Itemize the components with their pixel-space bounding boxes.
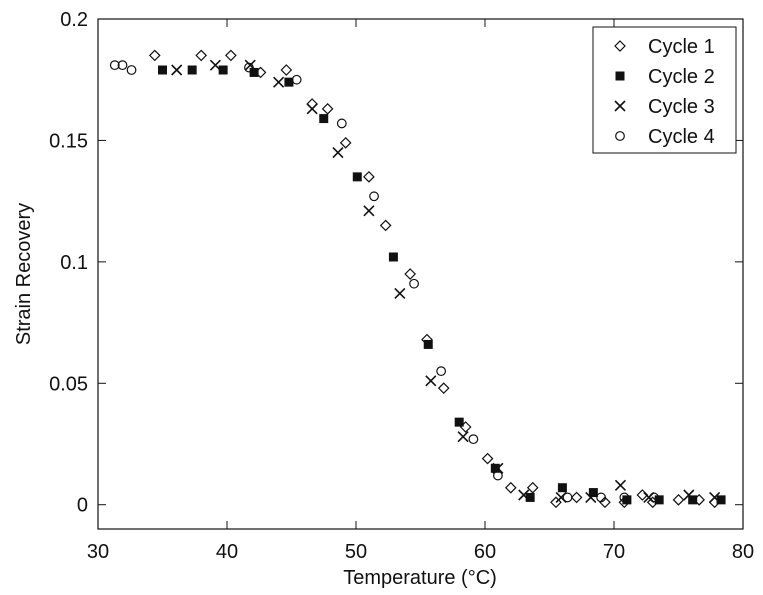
- legend-label: Cycle 4: [648, 126, 715, 148]
- legend-item-cycle-1: Cycle 1: [614, 36, 715, 58]
- data-point-cycle-3: [614, 479, 627, 491]
- data-point-cycle-4: [493, 470, 503, 481]
- data-point-cycle-3: [585, 491, 597, 503]
- data-point-cycle-1: [148, 49, 161, 62]
- data-point-cycle-2: [525, 492, 535, 502]
- data-point-cycle-1: [363, 171, 375, 183]
- data-point-cycle-2: [218, 65, 228, 75]
- data-point-cycle-3: [363, 205, 375, 217]
- data-point-cycle-1: [481, 452, 494, 465]
- data-point-cycle-4: [468, 434, 479, 445]
- data-point-cycle-2: [158, 65, 167, 75]
- data-point-cycle-2: [319, 114, 329, 124]
- data-point-cycle-3: [492, 462, 504, 474]
- data-point-cycle-4: [244, 62, 254, 73]
- x-tick-label: 60: [474, 541, 496, 563]
- data-point-cycle-4: [126, 65, 137, 75]
- data-points: [109, 49, 726, 509]
- data-point-cycle-4: [596, 492, 606, 503]
- legend-item-cycle-3: Cycle 3: [614, 96, 715, 118]
- data-point-cycle-1: [526, 481, 539, 494]
- x-tick-label: 80: [732, 541, 754, 563]
- data-point-cycle-3: [209, 59, 221, 71]
- data-point-cycle-2: [284, 77, 294, 87]
- data-point-cycle-2: [588, 488, 598, 498]
- series-cycle-3: [171, 59, 721, 503]
- data-point-cycle-1: [599, 496, 611, 509]
- data-point-cycle-1: [570, 491, 583, 504]
- y-axis-label: Strain Recovery: [13, 203, 35, 345]
- data-point-cycle-3: [394, 287, 406, 299]
- data-point-cycle-4: [109, 60, 120, 71]
- legend-label: Cycle 3: [648, 96, 715, 118]
- x-tick-label: 50: [345, 541, 367, 563]
- data-point-cycle-1: [550, 496, 562, 509]
- axis-ticks: [97, 18, 744, 529]
- axis-tick-labels: 30 40 50 60 70 80 0 0.05 0.1 0.15 0.2: [49, 9, 754, 563]
- y-tick-label: 0.15: [49, 130, 88, 152]
- series-cycle-4: [109, 60, 659, 503]
- data-point-cycle-3: [425, 375, 437, 387]
- data-point-cycle-3: [709, 491, 721, 503]
- data-point-cycle-4: [409, 278, 419, 289]
- legend-item-cycle-2: Cycle 2: [615, 66, 715, 88]
- data-point-cycle-3: [273, 76, 285, 88]
- data-point-cycle-2: [490, 463, 500, 473]
- data-point-cycle-1: [504, 481, 517, 494]
- data-point-cycle-2: [388, 252, 398, 262]
- data-point-cycle-4: [117, 60, 128, 71]
- data-point-cycle-4: [619, 492, 630, 503]
- x-tick-label: 40: [216, 541, 238, 563]
- data-point-cycle-1: [225, 49, 237, 62]
- data-point-cycle-4: [649, 492, 659, 503]
- data-point-cycle-1: [321, 103, 334, 115]
- data-point-cycle-4: [369, 191, 379, 202]
- legend-label: Cycle 2: [648, 66, 715, 88]
- y-tick-label: 0: [77, 495, 88, 517]
- legend-marker-diamond: [614, 40, 626, 52]
- data-point-cycle-1: [339, 137, 352, 149]
- legend-marker-filled-square: [615, 71, 625, 81]
- data-point-cycle-2: [249, 67, 259, 77]
- data-point-cycle-2: [352, 172, 362, 182]
- data-point-cycle-3: [306, 103, 318, 115]
- data-point-cycle-2: [454, 417, 464, 427]
- data-point-cycle-2: [622, 495, 632, 505]
- series-cycle-2: [158, 65, 726, 505]
- data-point-cycle-4: [562, 492, 573, 503]
- legend-item-cycle-4: Cycle 4: [615, 126, 715, 148]
- legend: Cycle 1 Cycle 2 Cycle 3 Cycle 4: [592, 26, 737, 154]
- data-point-cycle-2: [423, 339, 433, 349]
- data-point-cycle-3: [683, 489, 695, 501]
- data-point-cycle-1: [672, 494, 685, 506]
- data-point-cycle-1: [379, 219, 392, 232]
- y-tick-label: 0.05: [49, 373, 88, 395]
- data-point-cycle-1: [437, 382, 450, 394]
- legend-marker-open-circle: [615, 131, 625, 141]
- data-point-cycle-3: [171, 64, 183, 76]
- data-point-cycle-3: [643, 491, 655, 503]
- legend-label: Cycle 1: [648, 36, 715, 58]
- data-point-cycle-2: [654, 495, 664, 505]
- data-point-cycle-4: [291, 74, 302, 85]
- y-tick-label: 0.2: [60, 9, 88, 31]
- data-point-cycle-2: [716, 495, 726, 505]
- data-point-cycle-1: [404, 268, 417, 280]
- data-point-cycle-4: [436, 366, 447, 377]
- x-tick-label: 30: [87, 541, 109, 563]
- data-point-cycle-3: [518, 489, 530, 501]
- data-point-cycle-1: [280, 64, 293, 76]
- data-point-cycle-2: [557, 483, 567, 493]
- x-axis-label: Temperature (°C): [343, 567, 497, 589]
- data-point-cycle-1: [195, 49, 208, 62]
- data-point-cycle-3: [457, 431, 469, 443]
- data-point-cycle-3: [332, 147, 344, 159]
- data-point-cycle-4: [336, 118, 347, 129]
- x-tick-label: 70: [603, 541, 625, 563]
- legend-marker-x: [614, 100, 626, 112]
- data-point-cycle-2: [187, 65, 197, 75]
- y-tick-label: 0.1: [60, 252, 88, 274]
